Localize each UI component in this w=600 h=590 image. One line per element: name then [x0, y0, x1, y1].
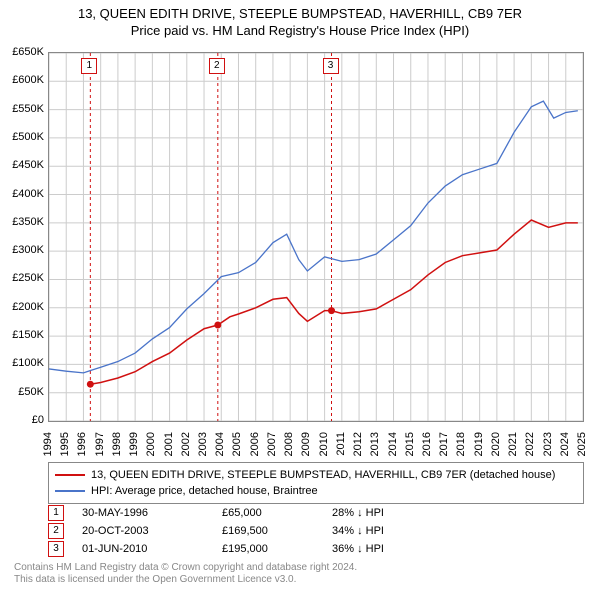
legend-label-hpi: HPI: Average price, detached house, Brai… [91, 485, 318, 497]
x-axis-tick-label: 2014 [387, 432, 399, 464]
sale-date: 01-JUN-2010 [82, 543, 222, 555]
x-axis-tick-label: 2006 [249, 432, 261, 464]
sale-price: £195,000 [222, 543, 332, 555]
sale-diff: 28% ↓ HPI [332, 507, 584, 519]
x-axis-tick-label: 1998 [111, 432, 123, 464]
y-axis-tick-label: £300K [2, 244, 44, 256]
x-axis-tick-label: 2003 [197, 432, 209, 464]
y-axis-tick-label: £450K [2, 159, 44, 171]
footer-attribution: Contains HM Land Registry data © Crown c… [14, 562, 357, 586]
sale-diff: 36% ↓ HPI [332, 543, 584, 555]
legend-label-property: 13, QUEEN EDITH DRIVE, STEEPLE BUMPSTEAD… [91, 469, 555, 481]
x-axis-tick-label: 1995 [59, 432, 71, 464]
x-axis-tick-label: 2021 [507, 432, 519, 464]
sale-date: 20-OCT-2003 [82, 525, 222, 537]
x-axis-tick-label: 2023 [542, 432, 554, 464]
sale-row: 3 01-JUN-2010 £195,000 36% ↓ HPI [48, 540, 584, 558]
legend-swatch-hpi [55, 490, 85, 492]
x-axis-tick-label: 2007 [266, 432, 278, 464]
x-axis-tick-label: 1994 [42, 432, 54, 464]
footer-line-2: This data is licensed under the Open Gov… [14, 574, 357, 586]
x-axis-tick-label: 2025 [576, 432, 588, 464]
y-axis-tick-label: £550K [2, 103, 44, 115]
x-axis-tick-label: 2016 [421, 432, 433, 464]
x-axis-tick-label: 2018 [455, 432, 467, 464]
y-axis-tick-label: £400K [2, 188, 44, 200]
x-axis-tick-label: 2022 [524, 432, 536, 464]
x-axis-tick-label: 1997 [94, 432, 106, 464]
chart-marker-box: 1 [81, 58, 97, 74]
y-axis-tick-label: £650K [2, 46, 44, 58]
chart-svg [49, 53, 583, 421]
x-axis-tick-label: 2010 [318, 432, 330, 464]
y-axis-tick-label: £350K [2, 216, 44, 228]
y-axis-tick-label: £500K [2, 131, 44, 143]
chart-marker-box: 3 [323, 58, 339, 74]
chart-plot-area [48, 52, 584, 422]
legend-row-hpi: HPI: Average price, detached house, Brai… [55, 483, 577, 499]
y-axis-tick-label: £150K [2, 329, 44, 341]
chart-title-2: Price paid vs. HM Land Registry's House … [0, 23, 600, 38]
y-axis-tick-label: £250K [2, 272, 44, 284]
sale-price: £169,500 [222, 525, 332, 537]
y-axis-tick-label: £200K [2, 301, 44, 313]
sales-table: 1 30-MAY-1996 £65,000 28% ↓ HPI 2 20-OCT… [48, 504, 584, 558]
x-axis-tick-label: 2012 [352, 432, 364, 464]
sale-diff: 34% ↓ HPI [332, 525, 584, 537]
x-axis-tick-label: 2020 [490, 432, 502, 464]
x-axis-tick-label: 2008 [283, 432, 295, 464]
x-axis-tick-label: 2019 [473, 432, 485, 464]
sale-index-box: 1 [48, 505, 64, 521]
legend-swatch-property [55, 474, 85, 476]
sale-index-box: 3 [48, 541, 64, 557]
x-axis-tick-label: 2004 [214, 432, 226, 464]
x-axis-tick-label: 2015 [404, 432, 416, 464]
x-axis-tick-label: 2011 [335, 432, 347, 464]
x-axis-tick-label: 2002 [180, 432, 192, 464]
sale-price: £65,000 [222, 507, 332, 519]
y-axis-tick-label: £100K [2, 357, 44, 369]
x-axis-tick-label: 2005 [231, 432, 243, 464]
x-axis-tick-label: 2017 [438, 432, 450, 464]
legend-box: 13, QUEEN EDITH DRIVE, STEEPLE BUMPSTEAD… [48, 462, 584, 504]
x-axis-tick-label: 1996 [76, 432, 88, 464]
chart-title-1: 13, QUEEN EDITH DRIVE, STEEPLE BUMPSTEAD… [0, 6, 600, 21]
y-axis-tick-label: £600K [2, 74, 44, 86]
legend-row-property: 13, QUEEN EDITH DRIVE, STEEPLE BUMPSTEAD… [55, 467, 577, 483]
x-axis-tick-label: 1999 [128, 432, 140, 464]
sale-index-box: 2 [48, 523, 64, 539]
sale-row: 2 20-OCT-2003 £169,500 34% ↓ HPI [48, 522, 584, 540]
x-axis-tick-label: 2013 [369, 432, 381, 464]
x-axis-tick-label: 2024 [559, 432, 571, 464]
y-axis-tick-label: £50K [2, 386, 44, 398]
sale-row: 1 30-MAY-1996 £65,000 28% ↓ HPI [48, 504, 584, 522]
footer-line-1: Contains HM Land Registry data © Crown c… [14, 562, 357, 574]
y-axis-tick-label: £0 [2, 414, 44, 426]
chart-marker-box: 2 [209, 58, 225, 74]
x-axis-tick-label: 2001 [163, 432, 175, 464]
sale-date: 30-MAY-1996 [82, 507, 222, 519]
x-axis-tick-label: 2009 [300, 432, 312, 464]
x-axis-tick-label: 2000 [145, 432, 157, 464]
